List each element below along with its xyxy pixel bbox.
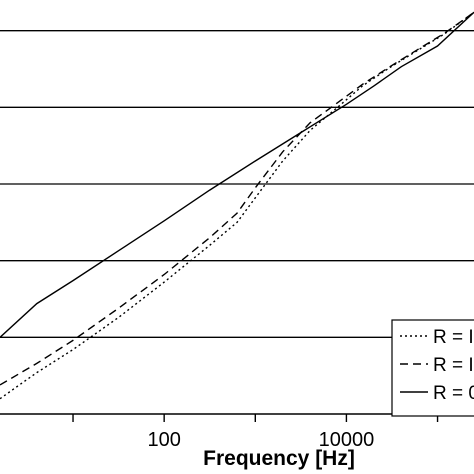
gridlines [0, 30, 474, 338]
series-line-2-dashed [0, 11, 474, 386]
legend-label-3: R = 0 [433, 383, 474, 404]
legend-label-1: R = I [433, 327, 474, 348]
x-axis-title: Frequency [Hz] [203, 447, 355, 470]
series-lines [0, 11, 474, 400]
legend: R = I R = I R = 0 [391, 319, 474, 417]
legend-label-2: R = I [433, 355, 474, 376]
x-axis-ticks: 100 10000 [72, 414, 439, 451]
series-line-3-solid [0, 11, 474, 338]
x-tick-label-100: 100 [147, 429, 180, 451]
x-tick-label-10000: 10000 [319, 429, 375, 451]
